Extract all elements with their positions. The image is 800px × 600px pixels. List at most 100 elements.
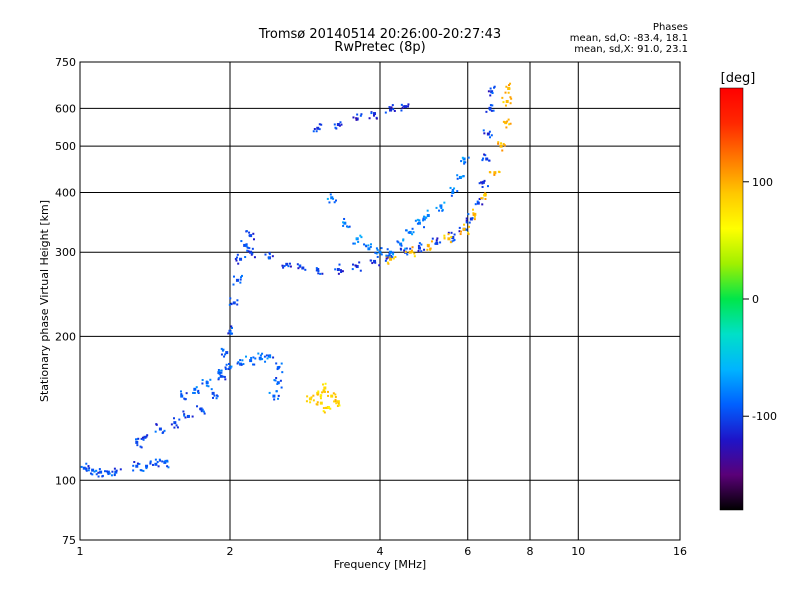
echo-point: [389, 108, 393, 112]
echo-point: [322, 383, 325, 386]
echo-point: [273, 398, 276, 401]
echo-point: [387, 262, 390, 265]
echo-point: [132, 464, 135, 467]
echo-point: [321, 272, 324, 275]
echo-point: [358, 261, 361, 264]
echo-point: [471, 208, 474, 211]
echo-point: [196, 390, 199, 393]
echo-point: [408, 230, 412, 234]
echo-point: [326, 197, 329, 200]
echo-point: [267, 257, 270, 260]
echo-point: [274, 379, 277, 382]
echo-point: [317, 390, 320, 393]
echo-point: [478, 197, 481, 200]
echo-point: [183, 397, 186, 400]
echo-point: [276, 382, 279, 385]
echo-point: [105, 470, 108, 473]
echo-point: [218, 372, 221, 375]
echo-point: [400, 103, 403, 106]
echo-point: [386, 256, 389, 259]
echo-point: [488, 159, 491, 162]
echo-point: [449, 186, 452, 189]
echo-point: [504, 91, 507, 94]
echo-point: [389, 250, 393, 254]
x-tick-label: 10: [571, 545, 585, 558]
echo-point: [323, 390, 326, 393]
echo-point: [489, 104, 492, 107]
echo-point: [478, 182, 481, 185]
echo-point: [313, 127, 316, 130]
echo-point: [253, 256, 256, 259]
echo-point: [250, 356, 253, 359]
echo-point: [184, 416, 187, 419]
echo-point: [316, 401, 319, 404]
echo-point: [173, 421, 177, 425]
echo-point: [114, 470, 118, 474]
echo-point: [104, 470, 107, 473]
echo-point: [217, 377, 220, 380]
echo-point: [319, 394, 322, 397]
echo-point: [375, 247, 378, 250]
echo-point: [185, 392, 188, 395]
echo-point: [373, 259, 377, 263]
echo-point: [166, 459, 169, 462]
echo-point: [133, 460, 136, 463]
echo-point: [468, 225, 471, 228]
echo-point: [275, 376, 278, 379]
echo-point: [505, 126, 508, 129]
echo-point: [213, 394, 216, 397]
echo-point: [261, 352, 264, 355]
echo-point: [297, 267, 300, 270]
echo-point: [261, 358, 264, 361]
echo-point: [473, 218, 476, 221]
echo-point: [236, 253, 239, 256]
echo-point: [435, 206, 438, 209]
echo-point: [219, 374, 223, 378]
echo-point: [334, 126, 337, 129]
echo-point: [369, 243, 372, 246]
echo-point: [367, 247, 371, 251]
echo-point: [235, 278, 239, 282]
echo-point: [422, 219, 425, 222]
echo-point: [85, 467, 88, 470]
echo-point: [451, 189, 454, 192]
echo-point: [223, 355, 226, 358]
echo-point: [388, 254, 391, 257]
echo-point: [215, 397, 218, 400]
echo-point: [315, 267, 318, 270]
echo-point: [239, 281, 242, 284]
echo-point: [471, 217, 474, 220]
echo-point: [209, 378, 212, 381]
echo-point: [87, 465, 90, 468]
echo-point: [264, 360, 267, 363]
echo-point: [332, 197, 335, 200]
echo-point: [453, 233, 456, 236]
echo-point: [473, 213, 476, 216]
echo-point: [465, 219, 468, 222]
echo-point: [243, 243, 247, 247]
echo-point: [240, 363, 243, 366]
echo-point: [502, 143, 505, 146]
echo-point: [359, 269, 362, 272]
echo-point: [240, 240, 243, 243]
echo-point: [425, 216, 428, 219]
echo-point: [369, 245, 372, 248]
echo-point: [339, 121, 342, 124]
echo-point: [461, 156, 464, 159]
echo-point: [503, 144, 506, 147]
echo-point: [334, 400, 337, 403]
echo-point: [411, 233, 414, 236]
echo-point: [481, 180, 485, 184]
echo-point: [402, 105, 405, 108]
echo-point: [380, 253, 383, 256]
echo-point: [252, 232, 255, 235]
echo-point: [223, 375, 226, 378]
echo-point: [355, 237, 358, 240]
echo-point: [328, 201, 331, 204]
echo-point: [363, 243, 366, 246]
echo-point: [339, 269, 342, 272]
echo-point: [306, 395, 309, 398]
echo-point: [99, 470, 103, 474]
echo-point: [258, 356, 262, 360]
echo-point: [88, 467, 91, 470]
